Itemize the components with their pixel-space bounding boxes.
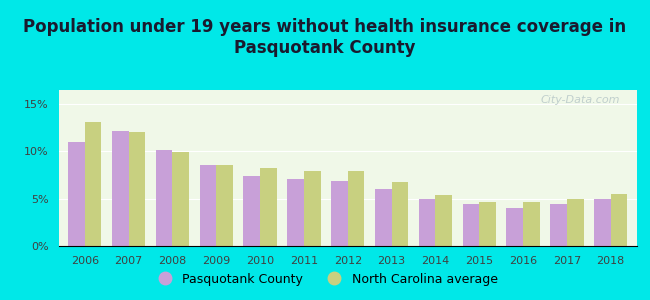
Bar [216,165,233,246]
Bar [506,208,523,246]
Bar [567,199,584,246]
Bar [129,132,146,246]
Bar [594,199,611,246]
Bar [348,171,365,246]
Bar [611,194,627,246]
Bar [287,179,304,246]
Bar [260,169,277,246]
Bar [112,131,129,246]
Bar [200,165,216,246]
Bar [331,181,348,246]
Legend: Pasquotank County, North Carolina average: Pasquotank County, North Carolina averag… [147,268,503,291]
Bar [523,202,540,246]
Bar [436,195,452,246]
Bar [84,122,101,246]
Bar [68,142,84,246]
Bar [391,182,408,246]
Bar [304,171,320,246]
Bar [244,176,260,246]
Bar [156,150,172,246]
Bar [550,204,567,246]
Bar [172,152,189,246]
Text: Population under 19 years without health insurance coverage in
Pasquotank County: Population under 19 years without health… [23,18,627,57]
Bar [375,189,391,246]
Bar [479,202,496,246]
Bar [463,204,479,246]
Text: City-Data.com: City-Data.com [540,95,619,105]
Bar [419,199,436,246]
